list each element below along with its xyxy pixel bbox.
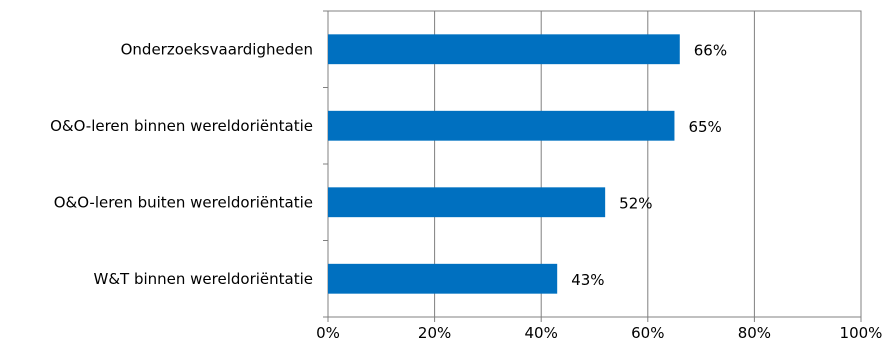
bar	[328, 34, 680, 65]
x-tick-label: 0%	[316, 324, 340, 341]
bar	[328, 110, 675, 141]
x-tick-label: 40%	[525, 324, 558, 341]
category-label: O&O-leren binnen wereldoriëntatie	[50, 117, 313, 135]
x-tick-label: 20%	[418, 324, 451, 341]
data-label: 52%	[619, 194, 652, 212]
bar	[328, 187, 606, 218]
data-label: 66%	[694, 41, 727, 59]
x-tick-label: 80%	[738, 324, 771, 341]
bars	[328, 34, 680, 294]
data-label: 65%	[688, 118, 721, 136]
category-labels: Onderzoeksvaardigheden O&O-leren binnen w…	[50, 40, 313, 288]
category-label: O&O-leren buiten wereldoriëntatie	[54, 193, 313, 211]
data-label: 43%	[571, 271, 604, 289]
x-tick-label: 60%	[631, 324, 664, 341]
x-tick-label: 100%	[840, 324, 883, 341]
bar	[328, 263, 558, 294]
x-tick-labels: 0% 20% 40% 60% 80% 100%	[316, 324, 882, 341]
category-label: W&T binnen wereldoriëntatie	[93, 270, 313, 288]
category-label: Onderzoeksvaardigheden	[121, 40, 313, 58]
data-labels: 66% 65% 52% 43%	[571, 41, 727, 289]
